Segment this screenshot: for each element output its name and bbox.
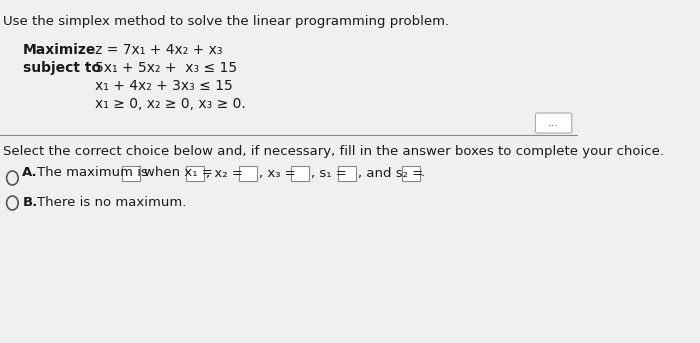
Text: , x₂ =: , x₂ = bbox=[206, 166, 243, 179]
FancyBboxPatch shape bbox=[239, 166, 257, 180]
FancyBboxPatch shape bbox=[122, 166, 141, 180]
Text: ...: ... bbox=[548, 118, 559, 128]
FancyBboxPatch shape bbox=[291, 166, 309, 180]
FancyBboxPatch shape bbox=[338, 166, 356, 180]
Text: There is no maximum.: There is no maximum. bbox=[37, 197, 187, 210]
Text: x₁ ≥ 0, x₂ ≥ 0, x₃ ≥ 0.: x₁ ≥ 0, x₂ ≥ 0, x₃ ≥ 0. bbox=[95, 97, 246, 111]
Text: A.: A. bbox=[22, 166, 38, 179]
Text: 5x₁ + 5x₂ +  x₃ ≤ 15: 5x₁ + 5x₂ + x₃ ≤ 15 bbox=[95, 61, 237, 75]
Text: .: . bbox=[421, 166, 425, 179]
Text: subject to: subject to bbox=[23, 61, 102, 75]
Text: , and s₂ =: , and s₂ = bbox=[358, 166, 423, 179]
Text: , x₃ =: , x₃ = bbox=[258, 166, 295, 179]
Text: Use the simplex method to solve the linear programming problem.: Use the simplex method to solve the line… bbox=[4, 15, 449, 28]
FancyBboxPatch shape bbox=[186, 166, 204, 180]
Text: , s₁ =: , s₁ = bbox=[311, 166, 346, 179]
Text: when x₁ =: when x₁ = bbox=[144, 166, 213, 179]
Text: Select the correct choice below and, if necessary, fill in the answer boxes to c: Select the correct choice below and, if … bbox=[4, 145, 664, 158]
Text: The maximum is: The maximum is bbox=[37, 166, 148, 179]
Text: z = 7x₁ + 4x₂ + x₃: z = 7x₁ + 4x₂ + x₃ bbox=[95, 43, 223, 57]
Text: x₁ + 4x₂ + 3x₃ ≤ 15: x₁ + 4x₂ + 3x₃ ≤ 15 bbox=[95, 79, 233, 93]
FancyBboxPatch shape bbox=[402, 166, 420, 180]
Text: Maximize: Maximize bbox=[23, 43, 97, 57]
Text: B.: B. bbox=[22, 197, 38, 210]
FancyBboxPatch shape bbox=[536, 113, 572, 133]
